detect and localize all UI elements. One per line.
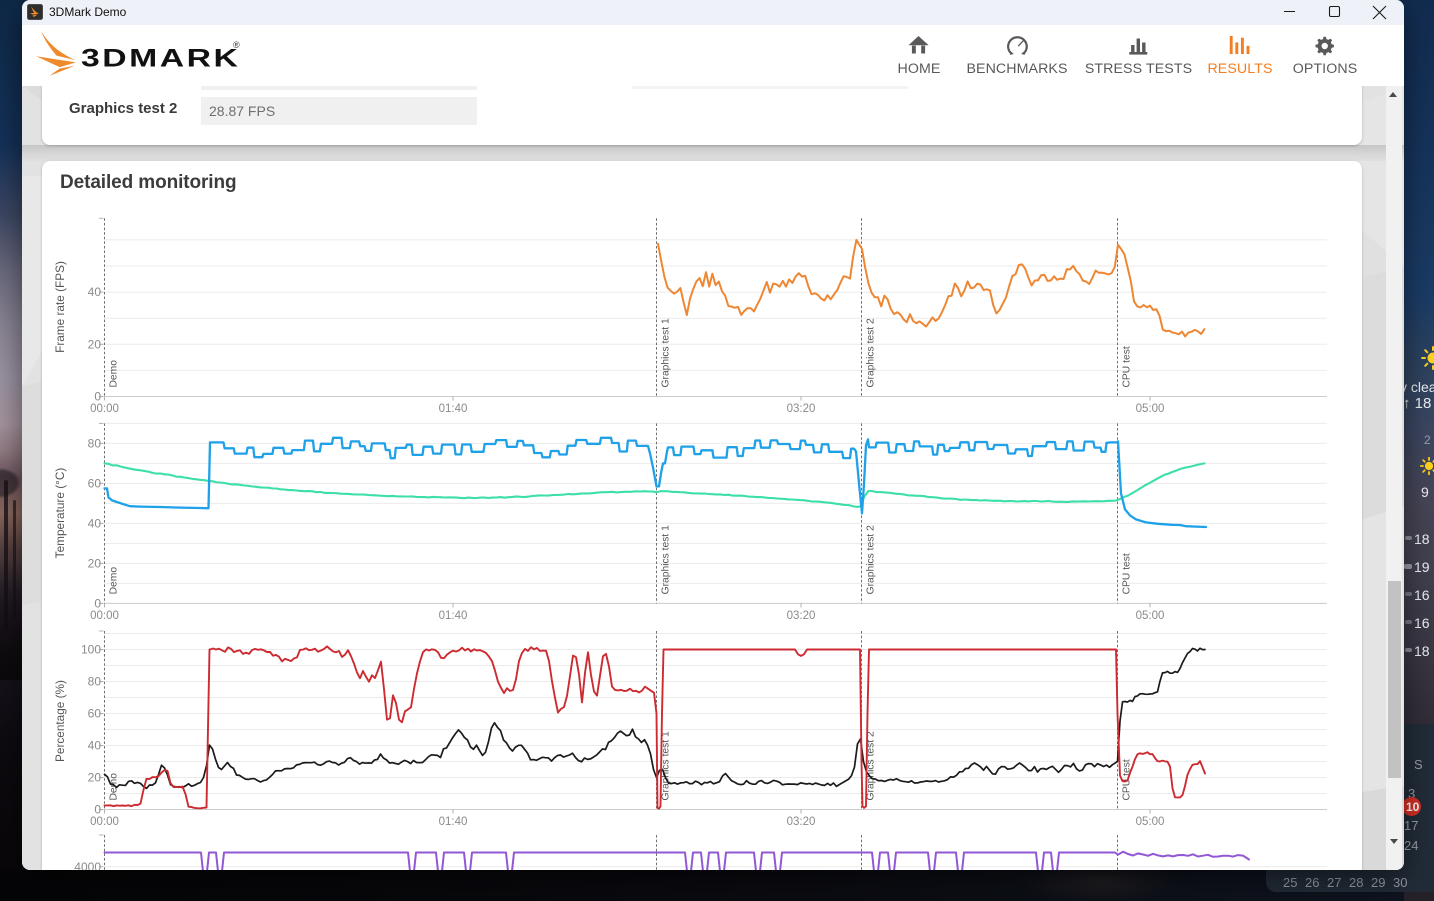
svg-text:05:00: 05:00 [1136,403,1165,415]
svg-text:Demo: Demo [109,773,120,801]
svg-text:Graphics test 2: Graphics test 2 [866,525,877,595]
svg-text:3DMARK: 3DMARK [81,45,240,73]
svg-text:00:00: 00:00 [90,403,119,415]
svg-text:60: 60 [88,476,102,490]
svg-text:03:20: 03:20 [787,816,816,828]
svg-text:60: 60 [88,707,102,721]
svg-text:100: 100 [81,643,101,657]
svg-text:CPU test: CPU test [1122,346,1133,387]
svg-text:Graphics test 1: Graphics test 1 [661,525,672,595]
svg-text:80: 80 [88,436,102,450]
svg-text:01:40: 01:40 [439,403,468,415]
svg-text:20: 20 [88,771,102,785]
svg-text:80: 80 [88,675,102,689]
svg-text:20: 20 [88,337,102,351]
svg-text:01:40: 01:40 [439,610,468,622]
svg-text:Temperature (°C): Temperature (°C) [53,468,67,559]
svg-text:Graphics test 2: Graphics test 2 [866,731,877,801]
svg-text:40: 40 [88,516,102,530]
svg-text:Graphics test 1: Graphics test 1 [661,731,672,801]
svg-text:Demo: Demo [109,360,120,388]
svg-text:01:40: 01:40 [439,816,468,828]
svg-text:0: 0 [94,596,101,610]
svg-text:4000: 4000 [74,860,101,870]
svg-text:05:00: 05:00 [1136,816,1165,828]
svg-text:40: 40 [88,739,102,753]
svg-text:0: 0 [94,803,101,817]
svg-text:00:00: 00:00 [90,816,119,828]
svg-text:Percentage (%): Percentage (%) [53,680,67,762]
svg-text:CPU test: CPU test [1122,553,1133,594]
svg-text:03:20: 03:20 [787,403,816,415]
svg-text:40: 40 [88,285,102,299]
svg-text:®: ® [233,40,240,50]
svg-text:05:00: 05:00 [1136,610,1165,622]
svg-text:Frame rate (FPS): Frame rate (FPS) [53,261,67,353]
svg-text:00:00: 00:00 [90,610,119,622]
svg-text:20: 20 [88,556,102,570]
svg-text:03:20: 03:20 [787,610,816,622]
svg-text:0: 0 [94,390,101,404]
svg-text:Graphics test 2: Graphics test 2 [866,318,877,388]
svg-text:Graphics test 1: Graphics test 1 [661,318,672,388]
svg-text:Demo: Demo [109,567,120,595]
